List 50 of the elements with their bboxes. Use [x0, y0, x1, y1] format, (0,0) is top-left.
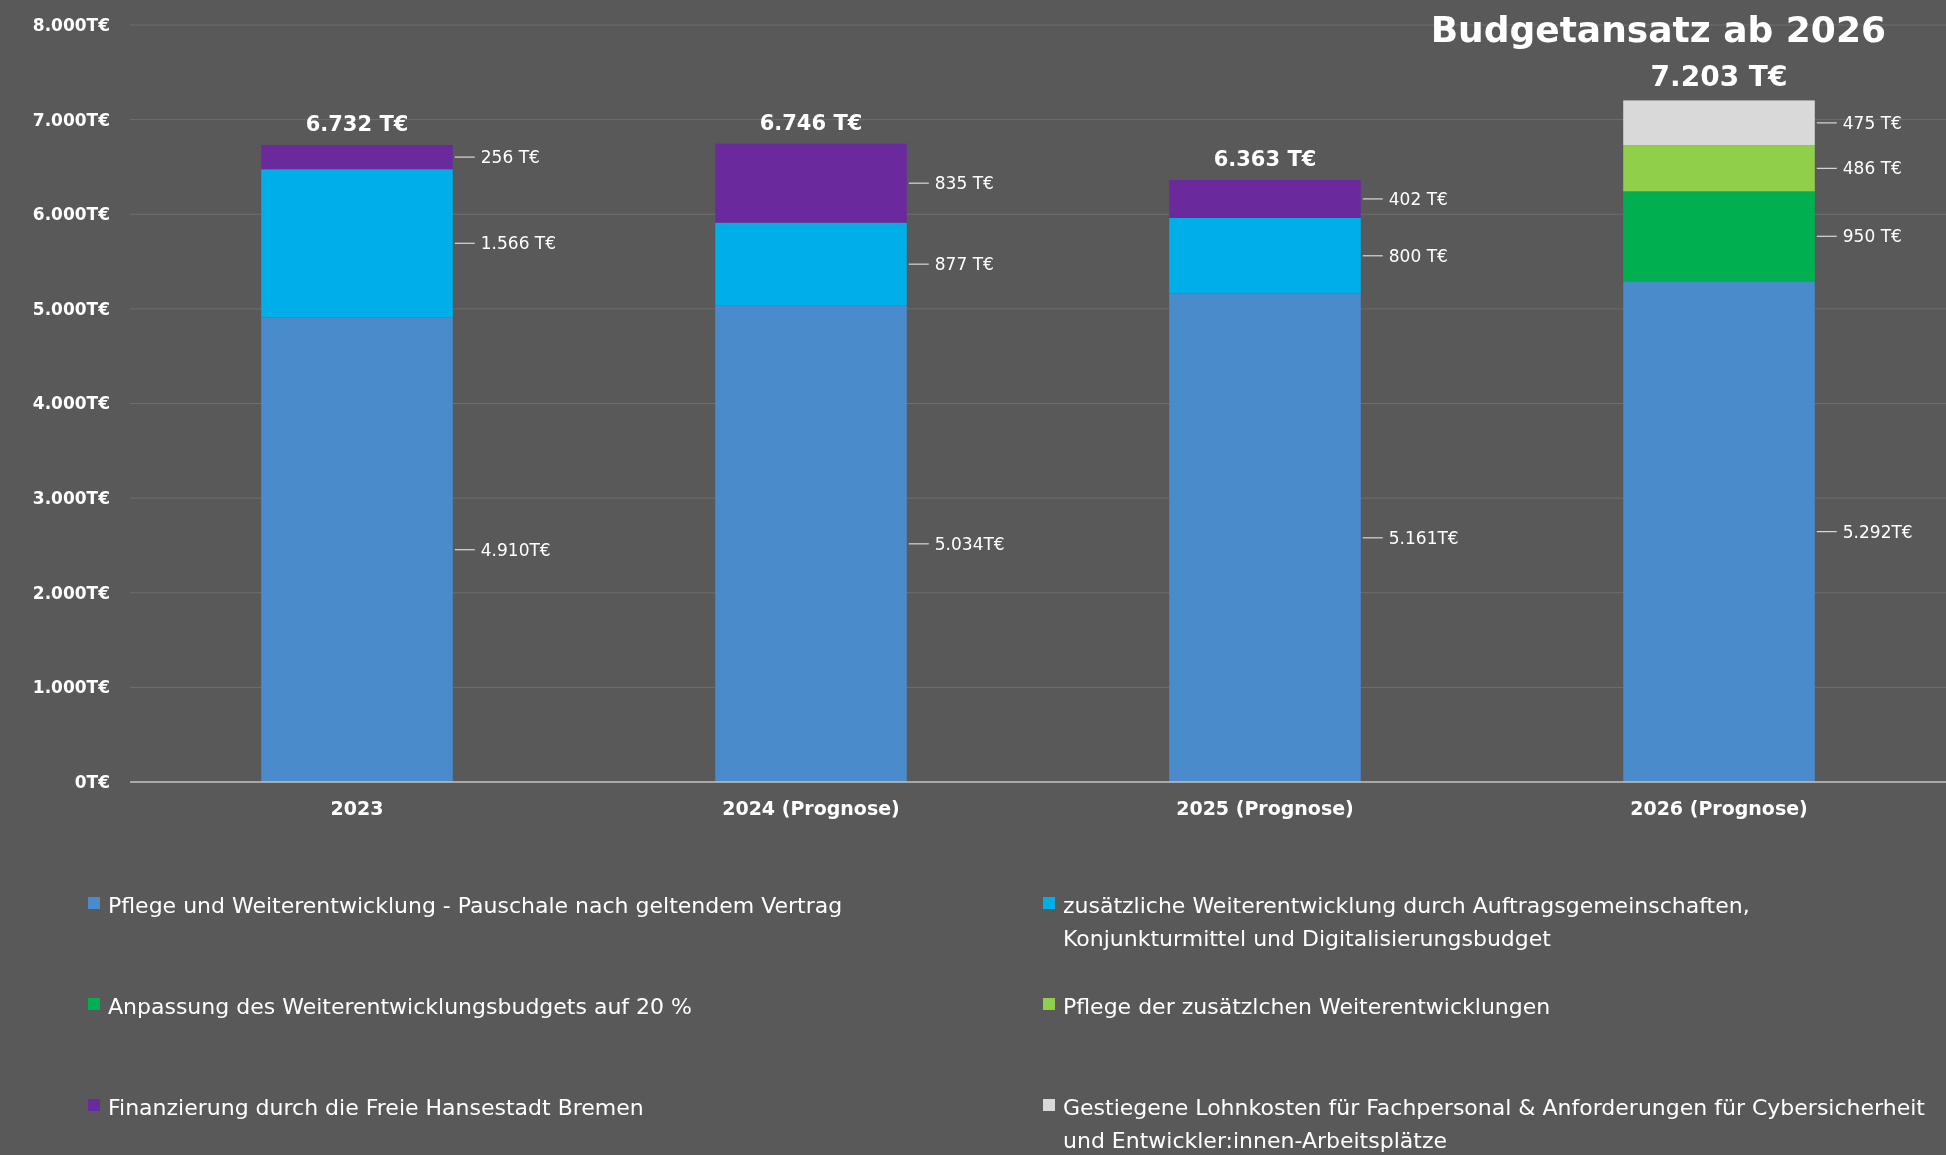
y-tick-label: 5.000T€ — [32, 298, 110, 319]
total-label: 6.363 T€ — [1213, 146, 1317, 171]
y-tick-label: 1.000T€ — [32, 677, 110, 698]
x-tick-label: 2026 (Prognose) — [1630, 797, 1808, 819]
legend-label: Pflege der zusätzlchen Weiterentwicklungen — [1063, 993, 1551, 1019]
data-label: 950 T€ — [1842, 226, 1902, 247]
legend-label: Pflege und Weiterentwicklung - Pauschale nach geltendem Vertrag — [108, 892, 843, 918]
data-label: 800 T€ — [1388, 245, 1448, 266]
data-label: 1.566 T€ — [480, 233, 557, 254]
bar — [715, 222, 907, 306]
bar — [1169, 217, 1361, 294]
data-label: 475 T€ — [1842, 112, 1902, 133]
bar — [261, 317, 453, 782]
total-label: 7.203 T€ — [1650, 60, 1788, 94]
data-label: 835 T€ — [934, 173, 994, 194]
data-label: 486 T€ — [1842, 158, 1902, 179]
data-label: 877 T€ — [934, 254, 994, 275]
chart-title: Budgetansatz ab 2026 — [1430, 9, 1886, 50]
bar — [1623, 100, 1815, 146]
bar — [261, 169, 453, 318]
bar — [1623, 281, 1815, 782]
total-label: 6.746 T€ — [759, 110, 863, 135]
x-tick-label: 2025 (Prognose) — [1176, 797, 1354, 819]
data-label: 5.034T€ — [934, 533, 1005, 554]
y-tick-label: 3.000T€ — [32, 488, 110, 509]
bar — [1169, 293, 1361, 782]
data-label: 256 T€ — [480, 147, 540, 168]
bar — [1623, 191, 1815, 282]
legend-label: Finanzierung durch die Freie Hansestadt Bremen — [108, 1094, 644, 1120]
data-label: 402 T€ — [1388, 188, 1448, 209]
data-label: 5.161T€ — [1388, 527, 1459, 548]
y-tick-label: 6.000T€ — [32, 204, 110, 225]
y-tick-label: 8.000T€ — [32, 14, 110, 35]
legend-label: Gestiegene Lohnkosten für Fachpersonal & Anforderungen für Cybersicherheit und Entwickler:innen-Arbeitsplätze — [1063, 1094, 1926, 1153]
y-tick-label: 0T€ — [74, 771, 110, 792]
y-tick-label: 7.000T€ — [32, 109, 110, 130]
bar — [261, 144, 453, 170]
y-tick-label: 4.000T€ — [32, 393, 110, 414]
bar — [715, 305, 907, 782]
y-tick-label: 2.000T€ — [32, 582, 110, 603]
legend-label: zusätzliche Weiterentwicklung durch Auftragsgemeinschaften, Konjunkturmittel und Digitalisierungsbudget — [1063, 892, 1750, 951]
x-tick-label: 2023 — [330, 797, 384, 819]
data-label: 5.292T€ — [1842, 521, 1913, 542]
bar — [1169, 179, 1361, 218]
bar — [1623, 145, 1815, 192]
data-label: 4.910T€ — [480, 539, 551, 560]
x-tick-label: 2024 (Prognose) — [722, 797, 900, 819]
total-label: 6.732 T€ — [305, 111, 409, 136]
bar — [715, 143, 907, 223]
legend-label: Anpassung des Weiterentwicklungsbudgets auf 20 % — [108, 993, 692, 1019]
